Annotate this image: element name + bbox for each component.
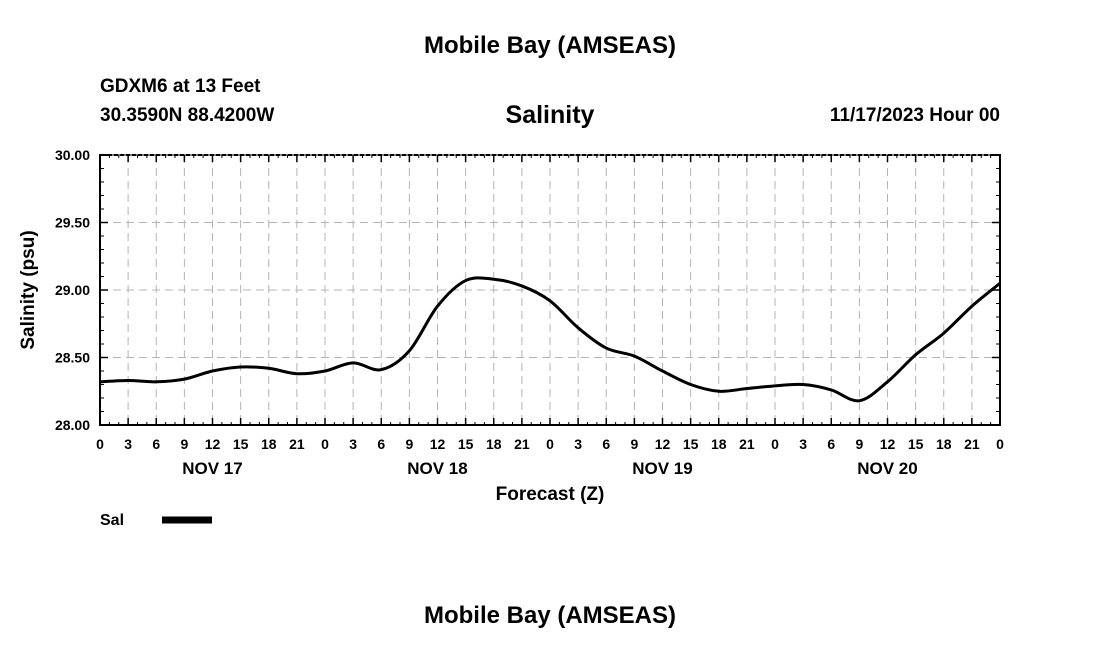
y-axis-title: Salinity (psu) bbox=[18, 230, 39, 349]
x-tick-label: 18 bbox=[486, 436, 502, 452]
x-tick-label: 9 bbox=[405, 436, 413, 452]
x-tick-label: 15 bbox=[458, 436, 474, 452]
y-tick-label: 29.50 bbox=[55, 215, 90, 231]
x-tick-label: 3 bbox=[349, 436, 357, 452]
x-tick-label: 0 bbox=[771, 436, 779, 452]
next-chart-title: Mobile Bay (AMSEAS) bbox=[423, 602, 677, 629]
x-tick-label: 21 bbox=[964, 436, 980, 452]
x-tick-label: 12 bbox=[205, 436, 221, 452]
x-tick-label: 0 bbox=[996, 436, 1004, 452]
x-tick-label: 12 bbox=[880, 436, 896, 452]
legend-label-sal: Sal bbox=[100, 512, 124, 529]
x-axis-title: Forecast (Z) bbox=[496, 484, 605, 505]
x-tick-label: 18 bbox=[711, 436, 727, 452]
x-tick-label: 3 bbox=[574, 436, 582, 452]
legend: Sal bbox=[100, 512, 212, 529]
x-tick-label: 15 bbox=[233, 436, 249, 452]
x-tick-label: 21 bbox=[739, 436, 755, 452]
x-tick-label: 0 bbox=[96, 436, 104, 452]
x-tick-label: 9 bbox=[855, 436, 863, 452]
series-layer bbox=[99, 276, 1001, 403]
series-line-sal bbox=[99, 276, 1001, 403]
x-day-label: NOV 17 bbox=[182, 459, 242, 478]
y-tick-label: 30.00 bbox=[55, 147, 90, 163]
x-tick-label: 15 bbox=[683, 436, 699, 452]
station-label: GDXM6 at 13 Feet bbox=[100, 76, 261, 97]
x-tick-label: 21 bbox=[514, 436, 530, 452]
x-tick-label: 12 bbox=[430, 436, 446, 452]
x-tick-label: 21 bbox=[289, 436, 305, 452]
chart-main-title: Mobile Bay (AMSEAS) bbox=[423, 32, 677, 59]
x-tick-label: 0 bbox=[321, 436, 329, 452]
x-tick-label: 6 bbox=[827, 436, 835, 452]
y-tick-label: 28.50 bbox=[55, 350, 90, 366]
x-day-label: NOV 20 bbox=[857, 459, 917, 478]
forecast-timestamp: 11/17/2023 Hour 00 bbox=[829, 105, 1000, 126]
x-day-label: NOV 18 bbox=[407, 459, 467, 478]
x-tick-label: 6 bbox=[152, 436, 160, 452]
x-tick-label: 18 bbox=[261, 436, 277, 452]
axis-layer: 0 3 6 9 12 15 18 21 0 3 6 9 12 15 18 21 0 3 6 9 12 15 18 21 0 3 6 9… bbox=[18, 147, 1004, 505]
variable-title: Salinity bbox=[505, 101, 595, 129]
x-tick-label: 3 bbox=[124, 436, 132, 452]
x-tick-label: 15 bbox=[908, 436, 924, 452]
x-tick-label: 18 bbox=[936, 436, 952, 452]
station-coordinates: 30.3590N 88.4200W bbox=[100, 105, 275, 126]
x-tick-label: 9 bbox=[180, 436, 188, 452]
y-tick-label: 29.00 bbox=[55, 282, 90, 298]
y-tick-label: 28.00 bbox=[55, 417, 90, 433]
x-tick-label: 12 bbox=[655, 436, 671, 452]
grid-layer bbox=[100, 155, 1000, 425]
x-tick-label: 3 bbox=[799, 436, 807, 452]
x-tick-label: 9 bbox=[630, 436, 638, 452]
x-tick-label: 0 bbox=[546, 436, 554, 452]
x-tick-label: 6 bbox=[377, 436, 385, 452]
x-tick-label: 6 bbox=[602, 436, 610, 452]
x-day-label: NOV 19 bbox=[632, 459, 692, 478]
